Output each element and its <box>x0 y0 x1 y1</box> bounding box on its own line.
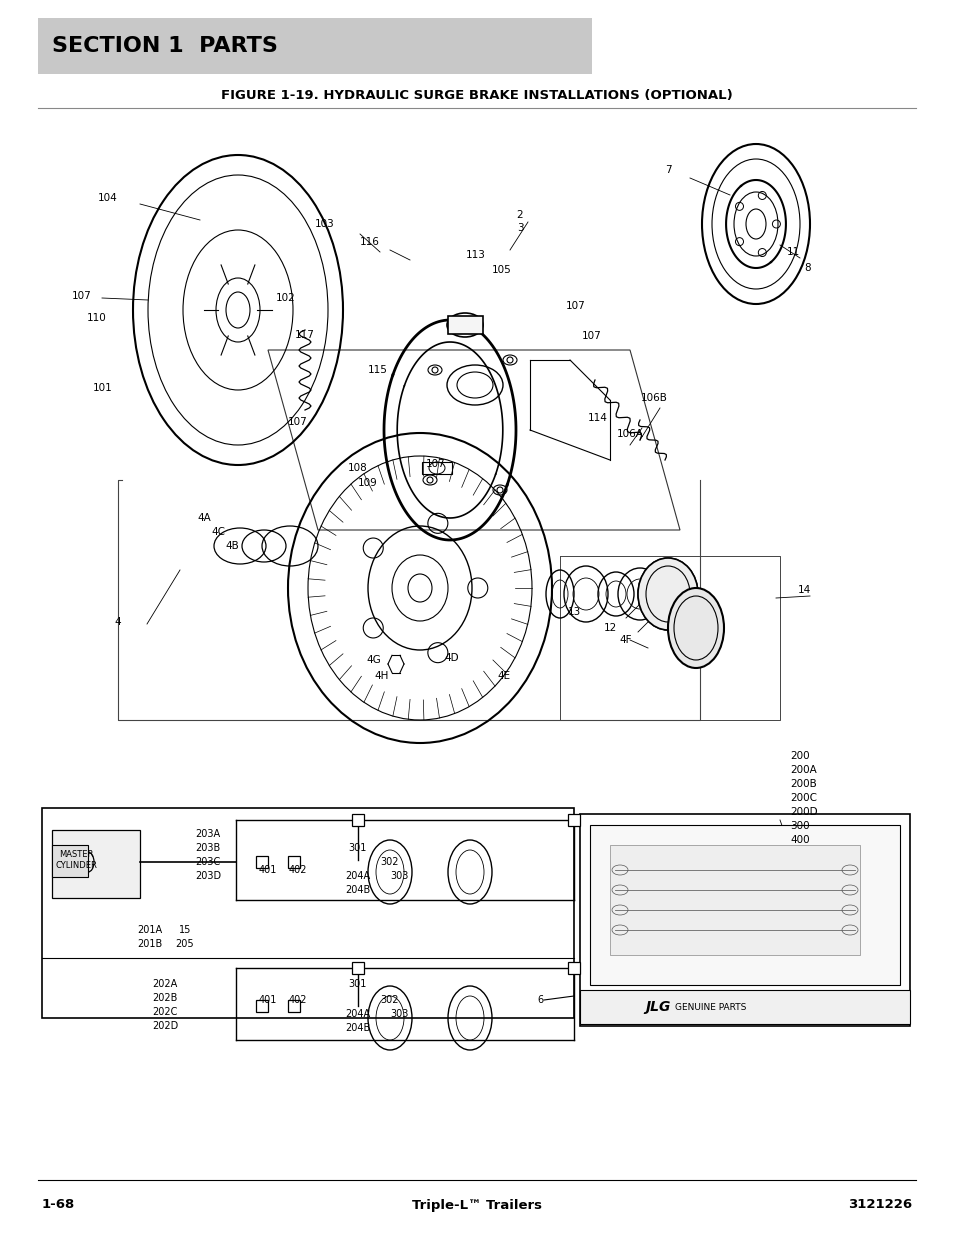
Text: 2: 2 <box>517 210 523 220</box>
Bar <box>38 19 592 74</box>
Text: 4G: 4G <box>366 655 381 664</box>
Bar <box>52 830 140 898</box>
Text: 202D: 202D <box>152 1021 178 1031</box>
Text: 6: 6 <box>537 995 542 1005</box>
Text: MASTER
CYLINDER: MASTER CYLINDER <box>55 851 97 869</box>
Text: 4C: 4C <box>211 527 225 537</box>
Text: 205: 205 <box>175 939 194 948</box>
Text: 103: 103 <box>314 219 335 228</box>
Bar <box>352 962 364 974</box>
Text: 200C: 200C <box>790 793 817 803</box>
Text: 108: 108 <box>348 463 368 473</box>
Text: 302: 302 <box>380 995 399 1005</box>
Text: 114: 114 <box>587 412 607 424</box>
Text: 204A: 204A <box>345 1009 370 1019</box>
Bar <box>288 1000 299 1011</box>
Text: 201B: 201B <box>137 939 162 948</box>
Bar <box>421 462 452 474</box>
Text: 1-68: 1-68 <box>42 1198 75 1212</box>
Text: 14: 14 <box>797 585 810 595</box>
Text: 4F: 4F <box>619 635 632 645</box>
Text: 107: 107 <box>565 301 585 311</box>
Bar <box>255 1000 268 1011</box>
Text: 200B: 200B <box>790 779 817 789</box>
Text: SECTION 1  PARTS: SECTION 1 PARTS <box>52 36 277 56</box>
Text: 303: 303 <box>391 871 409 881</box>
Text: 200: 200 <box>789 751 809 761</box>
Text: 7: 7 <box>664 165 671 175</box>
Text: 202C: 202C <box>152 1007 177 1016</box>
Text: 102: 102 <box>275 293 295 303</box>
Text: JLG: JLG <box>644 1000 670 1014</box>
Bar <box>42 808 574 1018</box>
Text: 301: 301 <box>349 844 367 853</box>
Text: FIGURE 1-19. HYDRAULIC SURGE BRAKE INSTALLATIONS (OPTIONAL): FIGURE 1-19. HYDRAULIC SURGE BRAKE INSTA… <box>221 89 732 103</box>
Text: 15: 15 <box>178 925 191 935</box>
Text: 107: 107 <box>426 459 445 469</box>
Text: 401: 401 <box>258 995 277 1005</box>
Text: 203D: 203D <box>194 871 221 881</box>
Text: 109: 109 <box>357 478 377 488</box>
Text: 117: 117 <box>294 330 314 340</box>
Text: 201A: 201A <box>137 925 162 935</box>
Text: 104: 104 <box>98 193 118 203</box>
Text: 115: 115 <box>368 366 388 375</box>
Text: 202B: 202B <box>152 993 177 1003</box>
Text: 203B: 203B <box>195 844 220 853</box>
Bar <box>579 990 909 1024</box>
Text: 101: 101 <box>93 383 112 393</box>
Text: 4H: 4H <box>375 671 389 680</box>
Text: 4B: 4B <box>225 541 238 551</box>
Text: 204B: 204B <box>345 1023 370 1032</box>
Text: 13: 13 <box>567 606 580 618</box>
Bar <box>609 845 859 955</box>
Text: Triple-L™ Trailers: Triple-L™ Trailers <box>412 1198 541 1212</box>
Text: 116: 116 <box>359 237 379 247</box>
Text: 202A: 202A <box>152 979 177 989</box>
Text: 4E: 4E <box>497 671 510 680</box>
Text: 107: 107 <box>581 331 601 341</box>
Text: 204B: 204B <box>345 885 370 895</box>
Text: 4D: 4D <box>444 653 458 663</box>
Text: 106A: 106A <box>616 429 642 438</box>
Text: 4A: 4A <box>197 513 211 522</box>
Text: 113: 113 <box>466 249 485 261</box>
Text: 402: 402 <box>289 864 307 876</box>
Bar <box>448 316 482 333</box>
Text: 110: 110 <box>87 312 107 324</box>
Bar <box>352 814 364 826</box>
Text: 8: 8 <box>803 263 810 273</box>
Bar <box>579 814 909 1026</box>
Text: 400: 400 <box>789 835 809 845</box>
Bar <box>589 825 899 986</box>
Bar <box>255 856 268 868</box>
Text: 105: 105 <box>492 266 512 275</box>
Text: 203C: 203C <box>195 857 220 867</box>
Text: 106B: 106B <box>639 393 667 403</box>
Ellipse shape <box>667 588 723 668</box>
Bar <box>52 845 88 877</box>
Text: GENUINE PARTS: GENUINE PARTS <box>675 1003 745 1011</box>
Bar <box>567 962 579 974</box>
Text: 203A: 203A <box>195 829 220 839</box>
Bar <box>288 856 299 868</box>
Text: 200D: 200D <box>789 806 817 818</box>
Text: 11: 11 <box>785 247 799 257</box>
Bar <box>567 814 579 826</box>
Text: 107: 107 <box>288 417 308 427</box>
Text: 107: 107 <box>72 291 91 301</box>
Text: 301: 301 <box>349 979 367 989</box>
Text: 302: 302 <box>380 857 399 867</box>
Text: 401: 401 <box>258 864 277 876</box>
Text: 300: 300 <box>789 821 809 831</box>
Text: 4: 4 <box>114 618 121 627</box>
Text: 402: 402 <box>289 995 307 1005</box>
Ellipse shape <box>638 558 698 630</box>
Text: 200A: 200A <box>790 764 817 776</box>
Text: 12: 12 <box>602 622 616 634</box>
Text: 3121226: 3121226 <box>847 1198 911 1212</box>
Text: 303: 303 <box>391 1009 409 1019</box>
Text: 3: 3 <box>517 224 523 233</box>
Text: 204A: 204A <box>345 871 370 881</box>
